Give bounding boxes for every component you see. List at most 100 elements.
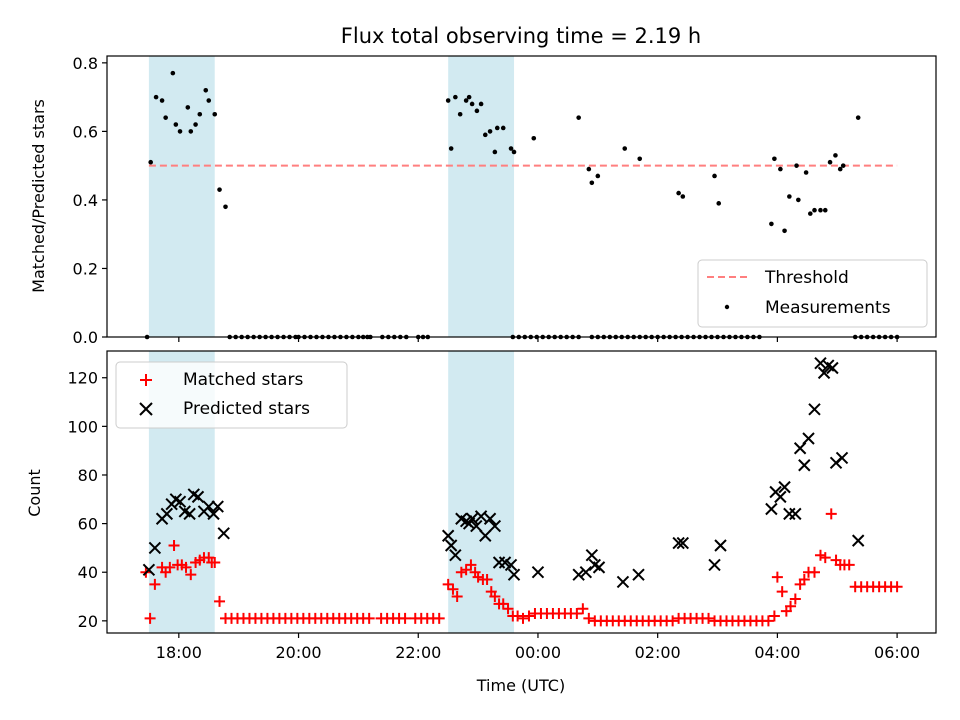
measurement-point: [508, 146, 514, 151]
predicted-star-marker: [488, 519, 502, 533]
x-axis-label: Time (UTC): [476, 676, 565, 695]
bottom-plot-frame: [106, 350, 937, 634]
measurement-point: [170, 70, 176, 76]
measurement-point: [676, 190, 681, 196]
bottom-y-ticks: 20 40 60 80 100 120: [67, 369, 107, 631]
y-tick-label: 20: [78, 612, 98, 631]
measurements-legend-label: Measurements: [765, 298, 891, 318]
measurement-point: [680, 194, 686, 199]
predicted-star-marker: [808, 403, 821, 416]
y-tick-label: 100: [67, 417, 98, 436]
matched-stars-legend-swatch: [140, 374, 152, 386]
predicted-star-marker: [474, 510, 488, 523]
measurement-point: [185, 105, 191, 110]
matched-star-marker: [771, 571, 783, 583]
measurement-point: [833, 153, 838, 158]
y-tick-label: 0.0: [73, 328, 98, 347]
matched-star-marker: [523, 610, 535, 622]
observing-window-band: [148, 56, 215, 337]
bottom-y-axis-label: Count: [25, 469, 44, 517]
matched-star-marker: [703, 612, 715, 624]
measurement-point: [794, 163, 799, 168]
matched-star-marker: [214, 595, 226, 607]
matched-stars-points: [140, 508, 903, 627]
predicted-star-marker: [504, 558, 518, 572]
matched-star-marker: [447, 583, 459, 595]
x-tick-label: 04:00: [754, 643, 800, 662]
measurement-point: [531, 135, 537, 141]
predicted-star-marker: [672, 536, 685, 550]
matched-star-marker: [442, 578, 454, 590]
measurement-point: [494, 125, 500, 131]
matched-star-marker: [433, 612, 445, 624]
predicted-star-marker: [531, 566, 545, 579]
measurement-point: [827, 159, 833, 165]
y-tick-label: 120: [67, 369, 98, 388]
predicted-star-marker: [802, 432, 815, 445]
top-legend: Threshold Measurements: [697, 259, 928, 328]
measurement-point: [716, 201, 722, 206]
bottom-x-ticks: 18:00 20:00 22:00 00:00 02:00 04:00 06:00: [156, 633, 920, 662]
predicted-star-marker: [173, 495, 187, 508]
measurement-point: [223, 204, 228, 210]
top-plot-frame: [106, 55, 937, 338]
measurements-legend-swatch: [724, 304, 730, 310]
measurement-point: [193, 122, 198, 127]
measurement-point: [177, 129, 183, 134]
matched-star-marker: [209, 557, 221, 568]
measurement-point: [482, 132, 488, 138]
measurement-point: [448, 146, 454, 151]
predicted-star-marker: [148, 541, 162, 555]
measurement-point: [712, 173, 717, 179]
measurement-point: [197, 111, 203, 117]
y-tick-label: 0.4: [73, 191, 98, 210]
predicted-star-marker: [676, 536, 690, 550]
measurement-point: [148, 159, 153, 165]
predicted-star-marker: [835, 451, 849, 465]
matched-star-marker: [583, 612, 595, 624]
measurement-point: [159, 98, 165, 103]
y-tick-label: 0.2: [73, 259, 98, 278]
matched-star-marker: [512, 610, 524, 622]
predicted-star-marker: [441, 529, 455, 542]
x-tick-label: 22:00: [395, 643, 441, 662]
top-x-ticks: [178, 337, 898, 342]
predicted-star-marker: [851, 534, 865, 547]
predicted-star-marker: [789, 507, 802, 521]
predicted-star-marker: [479, 529, 492, 542]
measurement-point: [478, 101, 484, 107]
matched-star-marker: [577, 603, 589, 615]
matched-star-marker: [460, 564, 472, 576]
predicted-star-marker: [714, 539, 727, 552]
y-tick-label: 60: [78, 515, 98, 534]
measurement-point: [822, 207, 828, 213]
measurement-point: [782, 228, 787, 234]
observing-window-band: [448, 351, 515, 633]
measurement-point: [840, 163, 846, 168]
predicted-star-marker: [483, 512, 497, 525]
measurement-point: [469, 101, 475, 107]
measurement-point: [787, 194, 792, 199]
matched-star-marker: [798, 574, 810, 586]
predicted-star-marker: [160, 507, 174, 521]
predicted-stars-legend-swatch: [139, 402, 153, 416]
predicted-star-marker: [470, 519, 483, 533]
predicted-star-marker: [507, 568, 521, 581]
top-y-ticks: 0.0 0.2 0.4 0.6 0.8: [73, 54, 107, 347]
measurement-point: [812, 207, 817, 213]
matched-star-marker: [489, 591, 501, 603]
predicted-star-marker: [572, 568, 585, 581]
predicted-star-marker: [817, 366, 831, 380]
threshold-legend-label: Threshold: [764, 268, 849, 288]
matched-star-marker: [481, 574, 493, 586]
matched-star-marker: [455, 566, 467, 578]
measurement-point: [217, 187, 222, 192]
measurement-point: [212, 111, 218, 117]
top-y-axis-label: Matched/Predicted stars: [29, 99, 48, 293]
measurement-point: [586, 166, 592, 172]
measurement-point: [837, 166, 843, 172]
measurement-point: [576, 115, 581, 120]
matched-star-marker: [399, 612, 411, 624]
x-tick-label: 06:00: [874, 643, 920, 662]
